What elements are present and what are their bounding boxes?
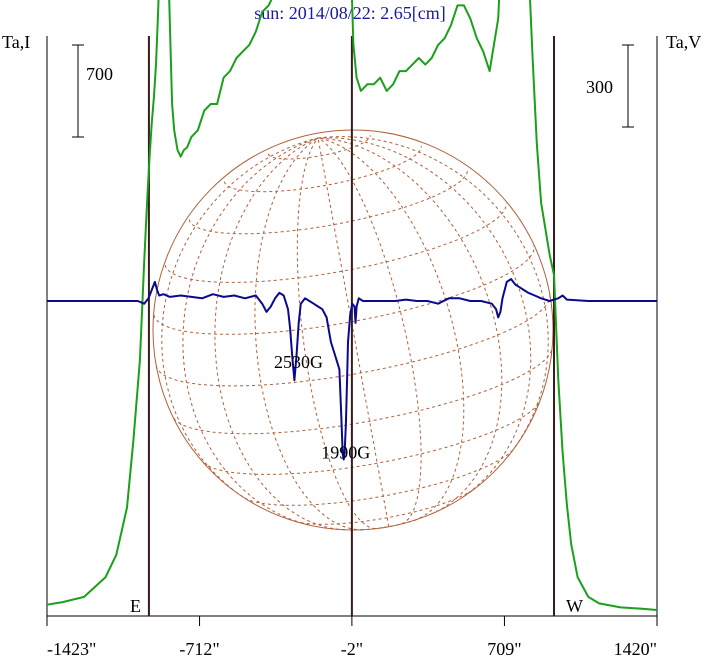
solar-grid-lines: [153, 135, 553, 531]
grid-parallel: [173, 349, 553, 435]
grid-parallel: [153, 245, 535, 335]
scale-bar-label: 700: [86, 64, 113, 84]
field-annotation: 1990G: [321, 442, 370, 462]
grid-meridian: [317, 137, 422, 525]
grid-meridian: [317, 137, 390, 527]
grid-meridian: [318, 136, 549, 458]
east-limb-label: E: [130, 596, 141, 616]
x-tick-label: 1420": [614, 639, 657, 659]
grid-parallel: [360, 519, 417, 531]
x-axis-ticks: -1423" -712" -2" 709" 1420": [46, 616, 658, 659]
grid-meridian: [214, 137, 345, 531]
field-annotation: 2530G: [274, 352, 323, 372]
grid-parallel: [223, 145, 422, 193]
grid-parallel: [202, 400, 541, 475]
grid-parallel: [294, 488, 475, 525]
grid-meridian: [296, 137, 376, 530]
polarization-series-line: [47, 278, 657, 461]
grid-meridian: [254, 137, 363, 531]
chart-title: sun: 2014/08/22: 2.65[cm]: [254, 3, 446, 23]
grid-parallel: [267, 135, 371, 160]
grid-parallel: [244, 448, 514, 506]
west-limb-label: W: [566, 596, 583, 616]
right-axis-label: Ta,V: [666, 32, 701, 52]
left-axis-label: Ta,I: [2, 32, 30, 52]
grid-parallel: [164, 202, 507, 283]
grid-meridian: [317, 137, 465, 521]
x-tick-label: -2": [341, 639, 363, 659]
scale-bars: 700 300: [72, 44, 634, 138]
grid-parallel: [155, 294, 551, 387]
solar-grid: [152, 129, 554, 531]
data-series: [46, 0, 658, 611]
limb-and-center-lines: [147, 36, 556, 616]
grid-parallel: [188, 168, 469, 235]
annotations: 2530G 1990G: [274, 352, 370, 462]
x-tick-label: -712": [179, 639, 219, 659]
solar-disk-outline: [152, 129, 554, 531]
x-tick-label: -1423": [47, 639, 96, 659]
x-tick-label: 709": [487, 639, 521, 659]
scale-bar-label: 300: [586, 77, 613, 97]
grid-meridian: [161, 137, 319, 504]
